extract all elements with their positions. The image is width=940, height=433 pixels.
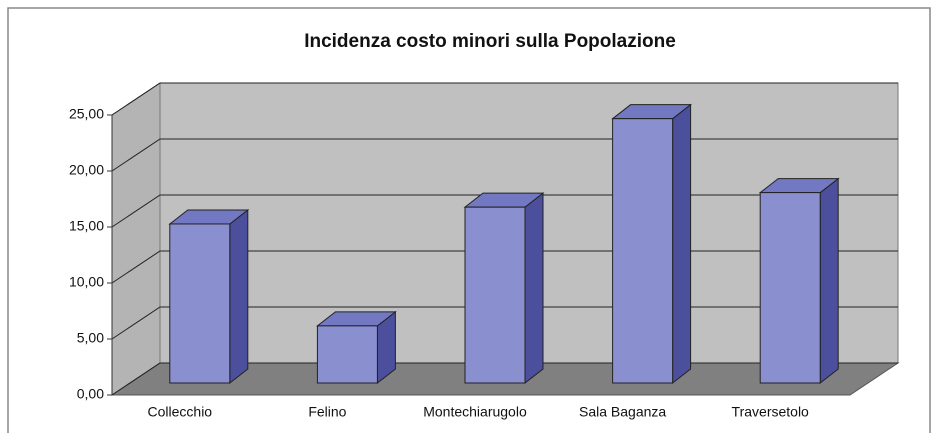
bar-side [524, 192, 544, 385]
bar-side [819, 177, 839, 385]
bar [316, 325, 378, 384]
x-tick-label: Montechiarugolo [423, 404, 527, 420]
y-tick-label: 0,00 [77, 386, 104, 402]
bar-side [229, 208, 249, 385]
chart-title: Incidenza costo minori sulla Popolazione [304, 31, 676, 52]
bar [759, 192, 821, 384]
y-tick-label: 20,00 [69, 162, 104, 178]
x-tick-label: Collecchio [148, 404, 213, 420]
bar [169, 223, 231, 384]
bar-side [672, 103, 692, 385]
y-tick-label: 5,00 [77, 330, 104, 346]
x-tick-label: Traversetolo [732, 404, 810, 420]
y-tick-label: 10,00 [69, 274, 104, 290]
side-wall [111, 82, 161, 396]
y-tick-label: 25,00 [69, 106, 104, 122]
x-tick-label: Felino [308, 404, 346, 420]
bar [612, 118, 674, 384]
bar [464, 206, 526, 384]
x-tick-label: Sala Baganza [579, 404, 666, 420]
grid-line [111, 82, 898, 116]
y-tick-label: 15,00 [69, 218, 104, 234]
